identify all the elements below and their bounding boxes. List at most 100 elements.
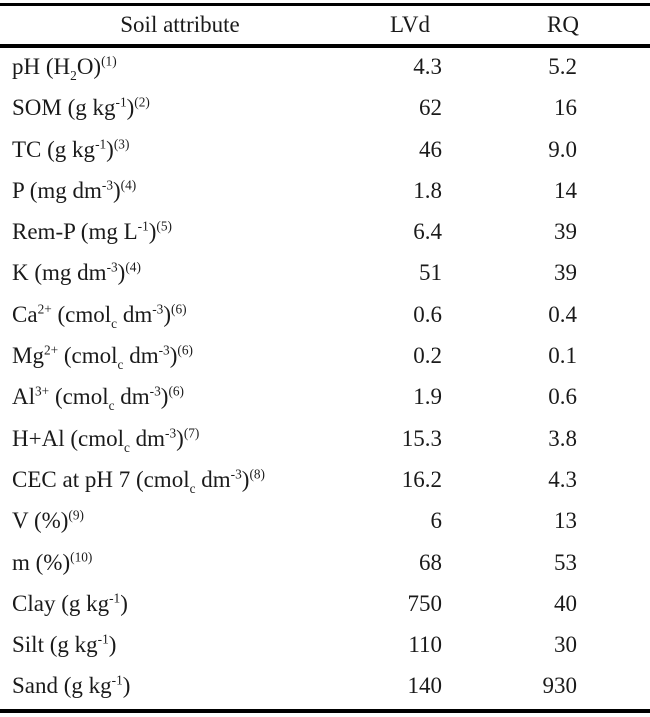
row-value-rq: 5.2: [548, 54, 577, 79]
label-subscript: c: [108, 398, 115, 414]
row-attribute-label: Ca2+ (cmolc dm-3)(6): [12, 301, 187, 330]
header-soil-attribute: Soil attribute: [120, 12, 240, 37]
label-text: Ca: [12, 301, 38, 327]
label-text: ): [160, 384, 169, 410]
row-attribute-label: K (mg dm-3)(4): [12, 260, 141, 286]
label-superscript: 2+: [43, 342, 59, 358]
row-value-rq: 930: [542, 673, 578, 699]
label-text: ): [117, 260, 126, 286]
row-value-lvd: 6.4: [413, 219, 442, 245]
label-text: ): [122, 673, 131, 699]
label-superscript: -3: [106, 260, 118, 276]
row-value-rq: 39: [554, 260, 577, 286]
label-text: ): [120, 590, 128, 616]
label-subscript: c: [189, 480, 196, 496]
row-value-lvd: 0.6: [413, 301, 442, 327]
row-attribute-label: Silt (g kg-1): [12, 632, 116, 658]
row-value-rq: 40: [554, 590, 577, 616]
row-attribute-label: Sand (g kg-1): [12, 673, 130, 699]
row-value-rq: 39: [554, 219, 577, 245]
label-text: ): [113, 177, 121, 203]
label-text: dm: [195, 466, 231, 492]
table-top-rule: [0, 3, 650, 6]
label-superscript: -3: [152, 301, 164, 317]
label-text: (cmol: [58, 343, 118, 369]
row-value-lvd: 0.2: [413, 343, 442, 369]
label-text: ): [108, 632, 117, 658]
label-superscript: -1: [115, 95, 127, 111]
label-superscript: -3: [149, 384, 161, 400]
row-value-lvd: 68: [419, 549, 442, 575]
table-row: Clay (g kg-1) 750 40: [0, 585, 650, 626]
row-value-rq: 0.1: [548, 343, 577, 369]
row-value-rq: 53: [554, 549, 577, 575]
label-superscript: -1: [97, 631, 109, 647]
label-text: Rem-P (mg L: [12, 219, 138, 245]
label-text: (cmol: [51, 301, 112, 327]
row-value-lvd: 62: [419, 95, 442, 121]
row-value-rq: 0.6: [548, 384, 577, 410]
label-text: ): [163, 301, 171, 327]
label-superscript: -3: [165, 425, 177, 441]
header-lvd: LVd: [389, 12, 431, 37]
label-text: ): [176, 425, 184, 451]
row-value-lvd: 46: [419, 136, 442, 162]
row-value-rq: 3.8: [548, 425, 577, 451]
label-text: pH (H: [12, 54, 71, 79]
label-superscript: (9): [68, 508, 84, 523]
row-attribute-label: Clay (g kg-1): [12, 591, 128, 617]
table-row: Mg2+ (cmolc dm-3)(6) 0.2 0.1: [0, 337, 650, 378]
label-text: (cmol: [49, 384, 109, 410]
label-superscript: (4): [125, 260, 141, 276]
row-attribute-label: H+Al (cmolc dm-3)(7): [12, 425, 199, 454]
label-superscript: (8): [249, 466, 265, 482]
table-body: pH (H2O)(1) 4.3 5.2 SOM (g kg-1)(2) 62 16 TC (…: [0, 48, 650, 709]
label-superscript: -1: [109, 590, 121, 606]
label-superscript: (6): [168, 384, 184, 400]
row-value-rq: 9.0: [548, 136, 577, 162]
label-text: dm: [123, 343, 159, 369]
row-attribute-label: SOM (g kg-1)(2): [12, 95, 150, 121]
row-attribute-label: Al3+ (cmolc dm-3)(6): [12, 384, 184, 414]
table-row: Al3+ (cmolc dm-3)(6) 1.9 0.6: [0, 378, 650, 419]
label-superscript: -1: [137, 218, 149, 234]
label-text: O): [76, 54, 102, 79]
label-text: ): [169, 343, 178, 369]
label-superscript: (4): [120, 177, 137, 193]
row-attribute-label: TC (g kg-1)(3): [12, 137, 129, 163]
label-text: dm: [117, 301, 153, 327]
label-text: K (mg dm: [12, 260, 107, 286]
table-row: m (%)(10) 68 53: [0, 544, 650, 585]
label-superscript: 3+: [35, 384, 50, 400]
row-value-rq: 30: [554, 632, 577, 658]
row-attribute-label: pH (H2O)(1): [12, 54, 117, 83]
label-text: ): [241, 466, 250, 492]
label-text: Silt (g kg: [12, 632, 98, 658]
label-superscript: (6): [171, 301, 187, 317]
row-attribute-label: m (%)(10): [12, 550, 92, 576]
row-attribute-label: P (mg dm-3)(4): [12, 178, 136, 204]
table-row: Ca2+ (cmolc dm-3)(6) 0.6 0.4: [0, 296, 650, 337]
label-subscript: 2: [70, 68, 77, 83]
table-row: V (%)(9) 6 13: [0, 502, 650, 543]
label-superscript: (10): [70, 549, 93, 565]
row-value-lvd: 16.2: [401, 466, 442, 492]
row-value-lvd: 4.3: [413, 54, 442, 79]
row-value-lvd: 51: [419, 260, 442, 286]
row-value-lvd: 1.8: [413, 177, 442, 203]
row-value-rq: 4.3: [548, 466, 577, 492]
label-subscript: c: [117, 357, 124, 373]
table-bottom-rule: [0, 709, 650, 713]
table-row: H+Al (cmolc dm-3)(7) 15.3 3.8: [0, 420, 650, 461]
table-header-rule: [0, 44, 650, 48]
label-superscript: (5): [156, 218, 172, 234]
table-row: SOM (g kg-1)(2) 62 16: [0, 89, 650, 130]
label-text: V (%): [12, 508, 69, 534]
label-superscript: -3: [101, 177, 113, 193]
label-superscript: -3: [230, 466, 242, 482]
label-text: dm: [114, 384, 150, 410]
row-value-lvd: 110: [408, 632, 442, 658]
table-row: P (mg dm-3)(4) 1.8 14: [0, 172, 650, 213]
label-text: dm: [129, 425, 166, 451]
table-row: Rem-P (mg L-1)(5) 6.4 39: [0, 213, 650, 254]
